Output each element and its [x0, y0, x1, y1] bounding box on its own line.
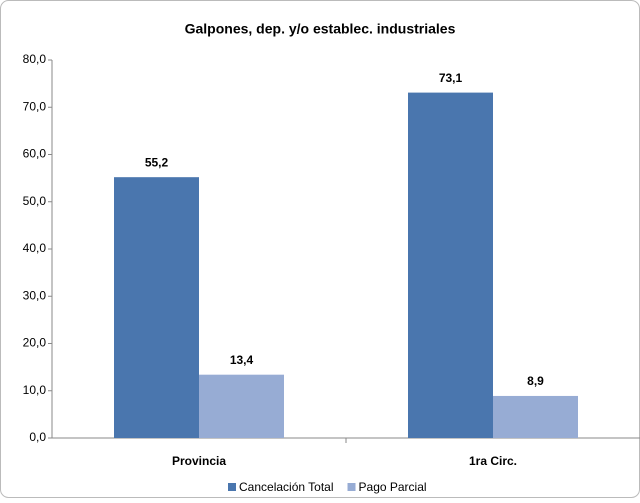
y-tick-label: 20,0 — [23, 336, 47, 350]
legend-label: Cancelación Total — [239, 480, 334, 494]
data-label: 55,2 — [145, 155, 169, 169]
y-tick-label: 80,0 — [23, 52, 47, 66]
y-tick-label: 10,0 — [23, 383, 47, 397]
bar — [493, 395, 578, 438]
legend-swatch — [347, 483, 356, 491]
x-tick-label: Provincia — [172, 454, 226, 468]
bar — [199, 374, 284, 438]
bar — [408, 92, 493, 438]
legend-label: Pago Parcial — [359, 480, 427, 494]
x-tick-label: 1ra Circ. — [469, 454, 517, 468]
legend-swatch — [228, 483, 236, 491]
bar — [114, 177, 199, 438]
y-tick-label: 70,0 — [23, 99, 47, 113]
y-tick-label: 50,0 — [23, 194, 47, 208]
data-label: 13,4 — [230, 353, 254, 367]
chart-title: Galpones, dep. y/o establec. industriale… — [185, 21, 456, 37]
data-label: 73,1 — [439, 71, 463, 85]
y-tick-label: 40,0 — [23, 241, 47, 255]
data-label: 8,9 — [527, 374, 544, 388]
y-tick-label: 0,0 — [29, 430, 46, 444]
y-tick-label: 60,0 — [23, 147, 47, 161]
y-tick-label: 30,0 — [23, 288, 47, 302]
